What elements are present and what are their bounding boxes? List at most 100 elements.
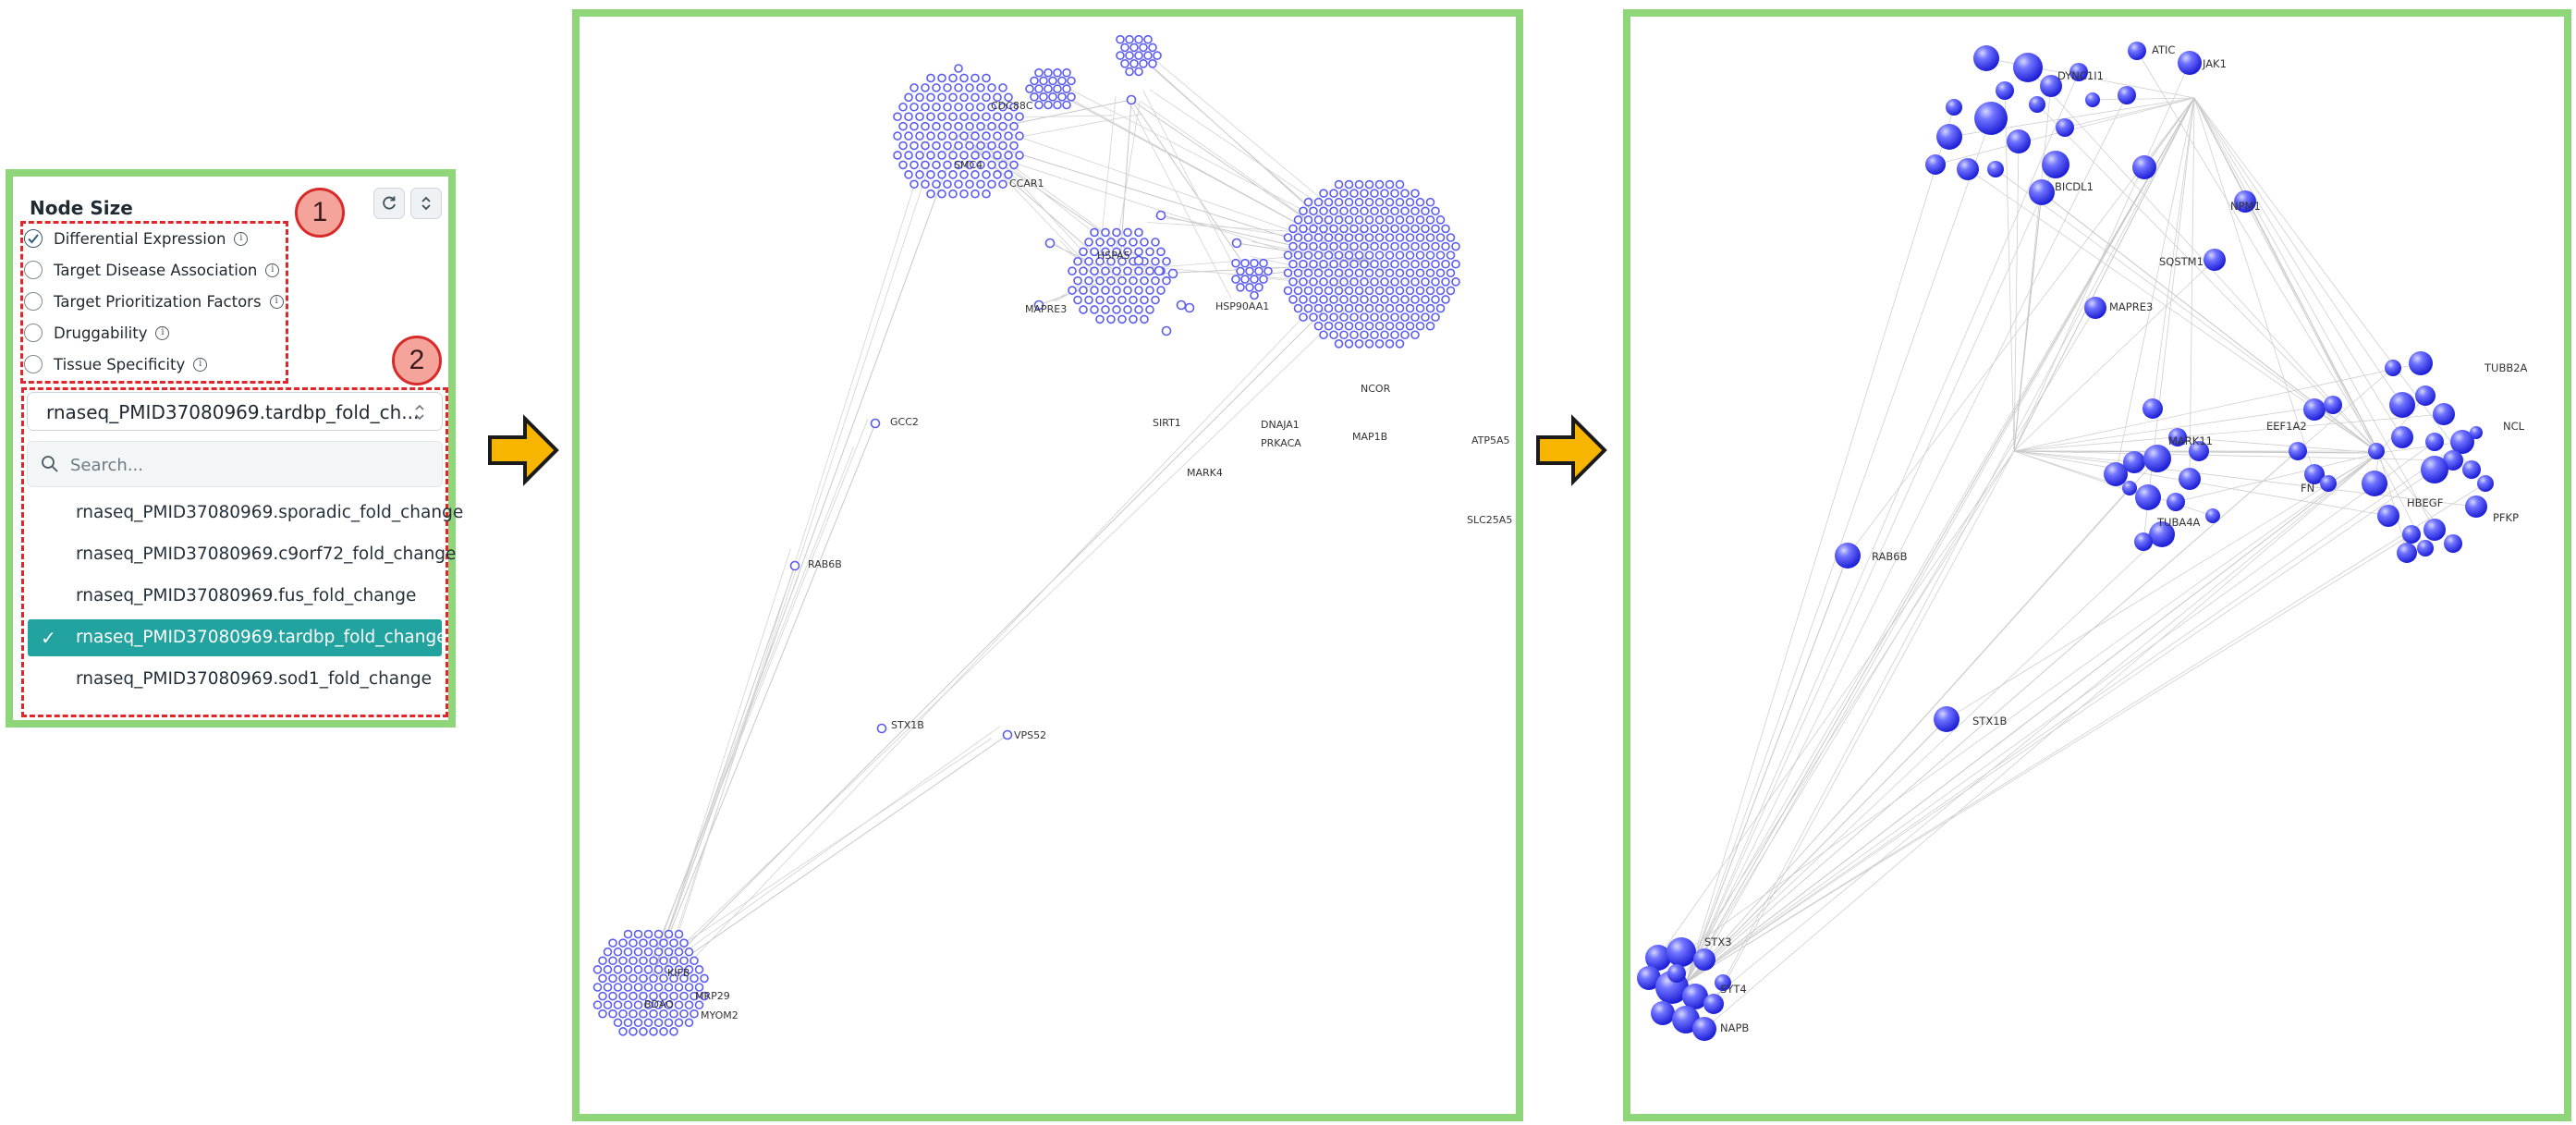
network-node — [1129, 58, 1139, 68]
network-node — [1354, 197, 1364, 207]
expand-collapse-button[interactable] — [410, 188, 442, 219]
network-node — [2417, 540, 2434, 556]
network-node — [1030, 92, 1039, 102]
option-tissue-specificity[interactable]: Tissue Specificity i — [24, 352, 208, 376]
network-node — [1048, 92, 1057, 102]
network-node — [1435, 251, 1446, 260]
network-node — [959, 189, 969, 199]
search-box[interactable] — [27, 441, 443, 487]
network-edge — [2013, 450, 2135, 463]
network-node — [921, 102, 930, 112]
network-node — [639, 1009, 648, 1019]
radio-icon[interactable] — [24, 355, 43, 373]
network-node — [603, 983, 613, 992]
node-label: DYNC1I1 — [2057, 69, 2104, 82]
node-label: MAPRE3 — [2109, 300, 2153, 313]
info-icon[interactable]: i — [193, 357, 208, 372]
network-edge — [2136, 50, 2380, 454]
network-edge — [655, 244, 1373, 999]
network-node — [2118, 86, 2136, 104]
dropdown-item[interactable]: rnaseq_PMID37080969.sod1_fold_change — [76, 669, 432, 689]
network-node — [982, 170, 991, 179]
network-node — [1140, 238, 1149, 247]
network-node — [1154, 265, 1165, 276]
reset-button[interactable] — [373, 188, 405, 219]
network-node — [608, 1009, 617, 1019]
network-node — [1390, 241, 1399, 251]
network-node — [982, 73, 991, 83]
network-graph-after[interactable]: ATIC JAK1 DYNC1I1 BICDL1 NPM1 SQSTM1 MAPRE3 TUB… — [1623, 9, 2571, 1121]
metric-select[interactable]: rnaseq_PMID37080969.tardbp_fold_ch... — [27, 392, 443, 431]
network-node — [1415, 215, 1425, 225]
network-node — [1973, 45, 1999, 71]
option-differential-expression[interactable]: Differential Expression i — [24, 226, 249, 251]
annotation-box-1 — [20, 221, 288, 384]
network-node — [1390, 224, 1399, 234]
network-canvas[interactable]: ATIC JAK1 DYNC1I1 BICDL1 NPM1 SQSTM1 MAPRE3 TUB… — [1630, 17, 2564, 1114]
info-icon[interactable]: i — [234, 231, 249, 246]
network-node — [904, 112, 913, 121]
network-node — [1129, 238, 1138, 247]
network-node — [971, 73, 980, 83]
network-node — [915, 151, 924, 160]
node-label: RAB6B — [808, 558, 842, 570]
network-node — [1334, 339, 1344, 349]
network-graph-before[interactable]: CDC88C CCAR1 SMC4 HSPA5 MAPRE3 HSP90AA1 GCC2 RA… — [572, 9, 1523, 1121]
network-node — [1073, 295, 1082, 305]
network-edge — [2036, 104, 2380, 454]
network-node — [664, 1018, 674, 1028]
network-node — [1370, 259, 1379, 269]
network-node — [932, 83, 941, 92]
option-target-prioritization-factors[interactable]: Target Prioritization Factors i — [24, 289, 284, 313]
search-input[interactable] — [68, 451, 423, 479]
dropdown-item[interactable]: rnaseq_PMID37080969.fus_fold_change — [76, 586, 417, 605]
network-node — [1344, 233, 1354, 242]
option-druggability[interactable]: Druggability i — [24, 321, 170, 345]
node-label: HBEGF — [2407, 496, 2443, 509]
network-node — [1410, 224, 1420, 234]
network-node — [937, 151, 946, 160]
network-edge — [638, 575, 800, 1000]
info-icon[interactable]: i — [265, 263, 280, 277]
radio-checked-icon[interactable] — [24, 229, 43, 248]
network-node — [608, 991, 617, 1001]
network-node — [1395, 251, 1405, 260]
network-edge — [2013, 362, 2422, 452]
network-node — [1151, 275, 1160, 286]
radio-icon[interactable] — [24, 324, 43, 342]
network-node — [1354, 286, 1364, 296]
network-node — [1123, 286, 1132, 295]
option-target-disease-association[interactable]: Target Disease Association i — [24, 258, 280, 282]
network-node — [1395, 339, 1405, 349]
network-node — [2167, 493, 2185, 511]
network-node — [1380, 206, 1389, 216]
info-icon[interactable]: i — [269, 294, 284, 309]
network-node — [971, 112, 980, 121]
network-node — [1299, 277, 1308, 287]
node-label: NAPB — [1720, 1021, 1749, 1034]
network-node — [1410, 312, 1420, 322]
dropdown-item[interactable]: rnaseq_PMID37080969.sporadic_fold_change — [76, 503, 464, 522]
network-node — [2433, 403, 2455, 425]
radio-icon[interactable] — [24, 261, 43, 279]
network-canvas[interactable]: CDC88C CCAR1 SMC4 HSPA5 MAPRE3 HSP90AA1 GCC2 RA… — [580, 17, 1516, 1114]
info-icon[interactable]: i — [155, 325, 170, 340]
network-node — [2069, 63, 2088, 81]
network-node — [1349, 312, 1359, 322]
network-node — [608, 973, 617, 984]
network-node — [971, 151, 980, 160]
network-node — [1329, 224, 1338, 234]
network-node — [592, 965, 603, 974]
network-node — [1380, 241, 1389, 251]
dropdown-item-selected[interactable]: ✓ rnaseq_PMID37080969.tardbp_fold_change — [28, 619, 447, 656]
dropdown-item[interactable]: rnaseq_PMID37080969.c9orf72_fold_change — [76, 544, 457, 564]
network-edge — [1685, 533, 2412, 984]
radio-icon[interactable] — [24, 292, 43, 311]
network-node — [910, 121, 919, 131]
network-edge — [2193, 97, 2403, 438]
network-node — [1385, 339, 1395, 349]
network-edge — [652, 548, 791, 984]
network-node — [2391, 426, 2413, 448]
network-node — [926, 112, 935, 121]
network-node — [1009, 160, 1019, 170]
